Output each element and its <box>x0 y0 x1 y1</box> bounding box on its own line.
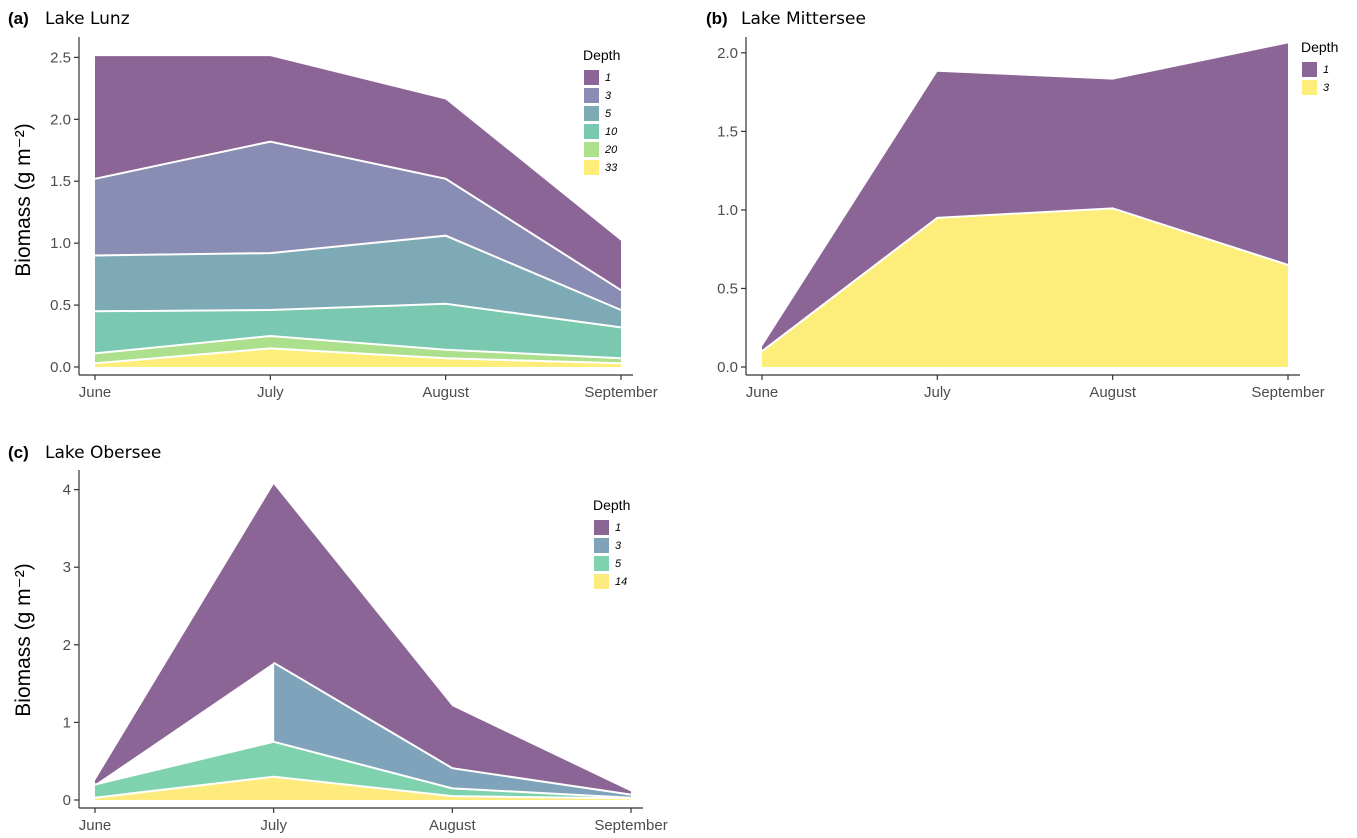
y-tick-label-b: 1.0 <box>717 202 738 219</box>
panel-b-title: Lake Mittersee <box>741 9 866 29</box>
legend-swatch-c-14 <box>594 574 609 589</box>
legend-label-a-3: 3 <box>605 90 612 102</box>
legend-swatch-a-10 <box>584 124 599 139</box>
x-tick-label-b: August <box>1089 384 1137 401</box>
legend-label-c-1: 1 <box>615 522 621 534</box>
legend-swatch-a-3 <box>584 88 599 103</box>
legend-swatch-a-20 <box>584 142 599 157</box>
legend-label-a-1: 1 <box>605 72 611 84</box>
legend-swatch-b-3 <box>1302 80 1317 95</box>
legend-swatch-c-1 <box>594 520 609 535</box>
legend-label-a-5: 5 <box>605 108 612 120</box>
panel-a-lake-lunz: (a) Lake Lunz 0.0 0.5 1.0 1.5 2.0 2.5 June July… <box>8 9 658 401</box>
x-tick-label-c: August <box>429 817 477 834</box>
y-tick-label-a: 1.0 <box>50 235 71 252</box>
area-c-depth-3 <box>273 662 631 798</box>
legend-swatch-a-33 <box>584 160 599 175</box>
y-tick-label-b: 2.0 <box>717 45 738 62</box>
legend-title-a: Depth <box>583 47 620 63</box>
legend-label-c-14: 14 <box>615 576 627 588</box>
legend-label-a-10: 10 <box>605 126 618 138</box>
separator-line-a-20 <box>94 334 622 360</box>
area-a-depth-5 <box>95 235 621 328</box>
legend-label-c-5: 5 <box>615 558 622 570</box>
legend-b: Depth 1 3 <box>1301 39 1338 95</box>
legend-label-b-3: 3 <box>1323 82 1330 94</box>
x-tick-label-a: August <box>422 384 470 401</box>
panel-a-tag: (a) <box>8 9 29 28</box>
area-a-depth-10 <box>95 303 621 359</box>
legend-title-c: Depth <box>593 497 630 513</box>
legend-title-b: Depth <box>1301 39 1338 55</box>
x-tick-label-c: July <box>260 817 287 834</box>
x-tick-label-b: June <box>746 384 779 401</box>
y-axis-title-a: Biomass (g m⁻²) <box>12 123 35 276</box>
y-tick-label-c: 1 <box>63 714 71 731</box>
panel-b-lake-mittersee: (b) Lake Mittersee 0.0 0.5 1.0 1.5 2.0 June Ju… <box>706 9 1338 401</box>
legend-a: Depth 1 3 5 10 20 33 <box>583 47 620 175</box>
y-tick-label-a: 0.0 <box>50 359 71 376</box>
panel-a-title: Lake Lunz <box>45 9 130 29</box>
legend-label-a-33: 33 <box>605 162 618 174</box>
panel-c-lake-obersee: (c) Lake Obersee 0 1 2 3 4 June July August Sept… <box>8 443 668 834</box>
legend-label-b-1: 1 <box>1323 64 1329 76</box>
area-c-depth-5 <box>95 741 631 799</box>
separator-line-a-33 <box>94 347 622 365</box>
area-b-depth-1 <box>762 43 1288 352</box>
separator-line-a-5 <box>94 234 622 311</box>
separator-line-c-3 <box>273 661 632 796</box>
legend-swatch-b-1 <box>1302 62 1317 77</box>
separator-line-c-14 <box>94 775 632 800</box>
separator-line-a-3 <box>94 140 622 292</box>
area-a-depth-20 <box>95 336 621 364</box>
y-axis-title-c: Biomass (g m⁻²) <box>12 563 35 716</box>
area-b-depth-3 <box>762 208 1288 367</box>
y-tick-label-b: 0.0 <box>717 359 738 376</box>
x-tick-label-a: June <box>79 384 112 401</box>
area-a-depth-1 <box>95 56 621 291</box>
x-tick-label-b: July <box>924 384 951 401</box>
y-tick-label-a: 1.5 <box>50 173 71 190</box>
legend-swatch-c-5 <box>594 556 609 571</box>
separator-line-a-10 <box>94 302 622 329</box>
x-tick-label-a: September <box>584 384 657 401</box>
legend-swatch-c-3 <box>594 538 609 553</box>
y-tick-label-c: 0 <box>63 792 71 809</box>
x-tick-label-a: July <box>257 384 284 401</box>
y-tick-label-a: 2.5 <box>50 49 71 66</box>
y-tick-label-a: 2.0 <box>50 111 71 128</box>
legend-c: Depth 1 3 5 14 <box>593 497 630 589</box>
y-tick-label-c: 3 <box>63 559 71 576</box>
panel-c-title: Lake Obersee <box>45 443 161 463</box>
area-c-depth-1 <box>95 484 631 795</box>
x-tick-label-c: June <box>79 817 112 834</box>
legend-swatch-a-5 <box>584 106 599 121</box>
y-tick-label-c: 2 <box>63 637 71 654</box>
y-tick-label-b: 0.5 <box>717 280 738 297</box>
x-tick-label-b: September <box>1251 384 1324 401</box>
area-a-depth-3 <box>95 141 621 310</box>
legend-label-c-3: 3 <box>615 540 622 552</box>
y-tick-label-b: 1.5 <box>717 123 738 140</box>
panel-b-tag: (b) <box>706 9 728 28</box>
separator-line-c-5 <box>94 740 632 799</box>
y-tick-label-c: 4 <box>63 482 71 499</box>
legend-swatch-a-1 <box>584 70 599 85</box>
separator-line-b-3 <box>761 207 1289 353</box>
legend-label-a-20: 20 <box>604 144 618 156</box>
y-tick-label-a: 0.5 <box>50 297 71 314</box>
panel-c-tag: (c) <box>8 443 29 462</box>
x-tick-label-c: September <box>594 817 667 834</box>
